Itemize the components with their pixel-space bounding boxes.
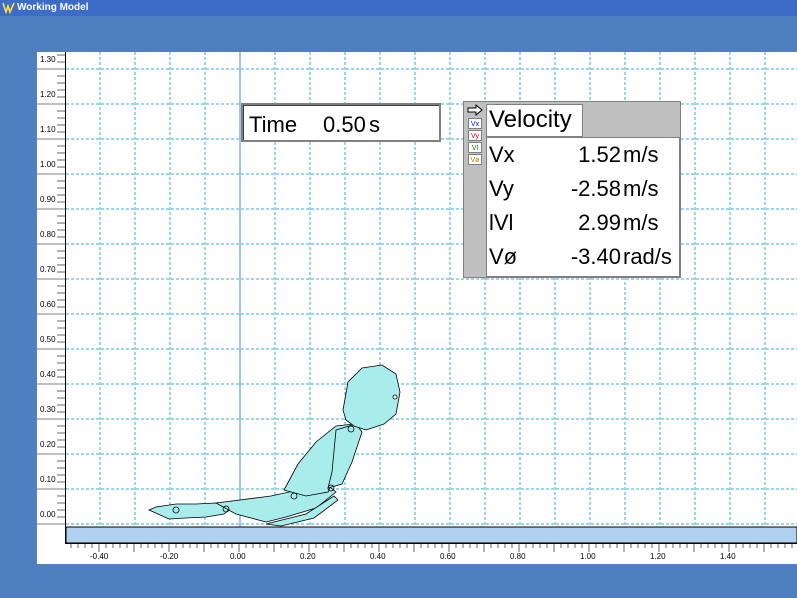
meter-title: Velocity (489, 106, 572, 133)
knee-joint (222, 505, 230, 513)
simulation-workspace[interactable]: Time 0.50 s Vx Vy Vl Vø Velocity Vx 1.52… (66, 52, 797, 543)
row-unit: m/s (623, 176, 659, 201)
row-unit: rad/s (623, 244, 672, 269)
meter-header: Velocity (486, 104, 583, 137)
y-axis-label: 0.00 (40, 510, 56, 519)
y-axis-label: 1.20 (40, 90, 56, 99)
y-axis-label: 0.60 (40, 300, 56, 309)
meter-arrow-icon[interactable] (467, 104, 483, 116)
y-axis-label: 0.30 (40, 405, 56, 414)
legend-vo-button[interactable]: Vø (468, 154, 482, 165)
shoulder-joint (347, 425, 355, 433)
x-axis-label: 1.40 (720, 552, 736, 561)
time-label: Time (249, 112, 298, 137)
x-axis-label: 1.00 (580, 552, 596, 561)
x-axis-label: 0.20 (300, 552, 316, 561)
horizontal-ruler (65, 543, 797, 564)
legend-vx-button[interactable]: Vx (468, 118, 482, 129)
meter-row-vomega: Vø -3.40 rad/s (487, 240, 679, 274)
crash-dummy-figure[interactable] (148, 364, 401, 527)
horizontal-ruler-ticks (70, 544, 793, 552)
row-label: Vy (489, 176, 514, 201)
head (342, 364, 401, 431)
leg-lower (148, 502, 232, 520)
legend-vl-button[interactable]: Vl (468, 142, 482, 153)
row-label: Vø (489, 244, 518, 269)
x-axis-label: 0.00 (230, 552, 246, 561)
x-axis-label: 1.20 (650, 552, 666, 561)
y-axis-label: 0.40 (40, 370, 56, 379)
y-axis-label: 1.10 (40, 125, 56, 134)
row-label: Vx (489, 142, 515, 167)
row-value: 2.99 (578, 210, 621, 235)
y-axis-label: 1.30 (40, 55, 56, 64)
meter-row-vy: Vy -2.58 m/s (487, 172, 679, 206)
ankle-joint (172, 506, 180, 514)
vertical-ruler-ticks (37, 54, 65, 525)
time-unit: s (369, 112, 380, 137)
meter-row-vmag: lVl 2.99 m/s (487, 206, 679, 240)
y-axis-label: 0.80 (40, 230, 56, 239)
y-axis-label: 0.90 (40, 195, 56, 204)
vertical-ruler (37, 52, 66, 564)
meter-row-vx: Vx 1.52 m/s (487, 138, 679, 172)
app-title: Working Model (17, 2, 89, 13)
y-axis-label: 1.00 (40, 160, 56, 169)
row-value: 1.52 (578, 142, 621, 167)
elbow-joint (327, 484, 335, 492)
title-bar: Working Model (0, 0, 797, 16)
time-value: 0.50 (323, 112, 366, 137)
y-axis-label: 0.50 (40, 335, 56, 344)
meter-readout: Vx 1.52 m/s Vy -2.58 m/s lVl 2.99 m/s Vø… (486, 137, 680, 277)
row-value: -2.58 (570, 176, 621, 201)
y-axis-label: 0.20 (40, 440, 56, 449)
nose-point (392, 394, 398, 400)
row-label: lVl (489, 210, 514, 235)
y-axis-label: 0.10 (40, 475, 56, 484)
floor-body[interactable] (66, 526, 797, 543)
hip-joint (290, 492, 298, 500)
x-axis-label: -0.20 (160, 552, 179, 561)
time-display[interactable]: Time 0.50 s (241, 103, 441, 142)
x-axis-label: -0.40 (90, 552, 109, 561)
x-axis-label: 0.40 (370, 552, 386, 561)
row-value: -3.40 (570, 244, 621, 269)
x-axis-label: 0.60 (440, 552, 456, 561)
legend-vy-button[interactable]: Vy (468, 130, 482, 141)
working-model-icon (2, 1, 15, 14)
x-axis-label: 0.80 (510, 552, 526, 561)
row-unit: m/s (623, 210, 659, 235)
thigh-back (265, 495, 339, 527)
velocity-meter[interactable]: Vx Vy Vl Vø Velocity Vx 1.52 m/s Vy -2.5… (463, 101, 681, 278)
y-axis-label: 0.70 (40, 265, 56, 274)
row-unit: m/s (623, 142, 659, 167)
